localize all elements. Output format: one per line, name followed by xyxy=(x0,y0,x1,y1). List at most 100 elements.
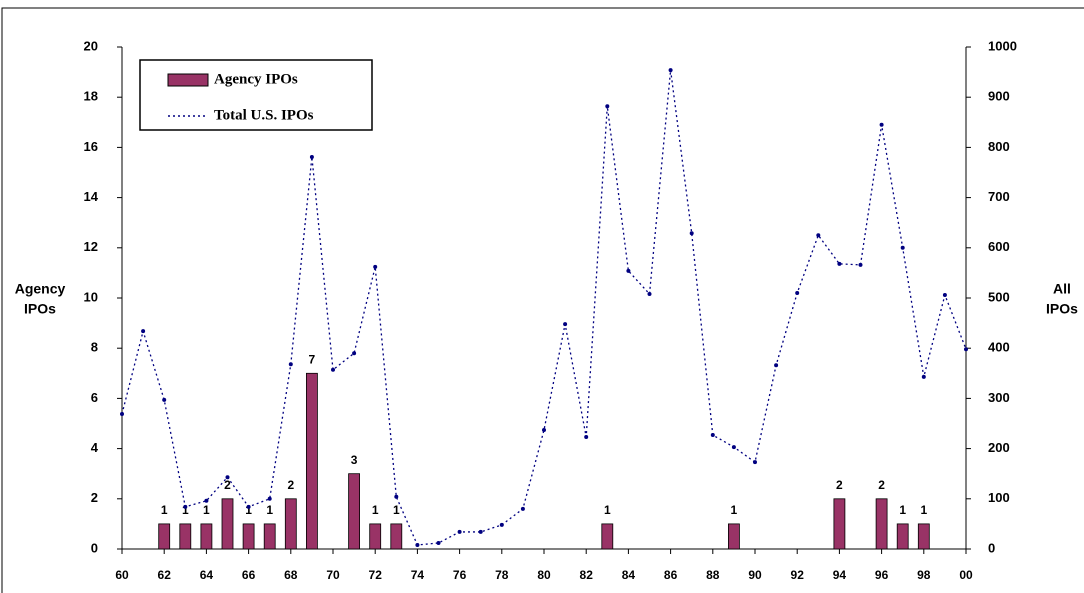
data-label: 2 xyxy=(224,478,231,492)
y2-tick-label: 500 xyxy=(988,289,1010,304)
point xyxy=(204,498,209,503)
point xyxy=(731,445,736,450)
y-tick-label: 8 xyxy=(91,340,98,355)
y2-tick-label: 900 xyxy=(988,89,1010,104)
x-tick-label: 90 xyxy=(748,568,762,582)
point xyxy=(584,435,589,440)
y2-tick-label: 0 xyxy=(988,540,995,555)
point xyxy=(647,291,652,296)
x-tick-label: 72 xyxy=(369,568,383,582)
bar xyxy=(179,523,192,550)
point xyxy=(352,351,357,356)
point xyxy=(520,506,525,511)
point xyxy=(753,460,757,465)
bar xyxy=(601,523,614,550)
y2-tick-label: 400 xyxy=(988,340,1010,355)
x-tick-label: 68 xyxy=(284,568,298,582)
x-tick-label: 98 xyxy=(917,568,931,582)
x-tick-label: 86 xyxy=(664,568,678,582)
bar xyxy=(348,473,361,550)
bar xyxy=(833,498,846,550)
point xyxy=(942,292,947,297)
data-label: 7 xyxy=(309,352,316,366)
y-tick-label: 14 xyxy=(84,189,99,204)
point xyxy=(795,290,800,295)
data-label: 2 xyxy=(836,478,843,492)
x-tick-label: 60 xyxy=(115,568,129,582)
y2-tick-label: 100 xyxy=(988,490,1010,505)
x-tick-label: 62 xyxy=(158,568,172,582)
frame xyxy=(1,7,1084,593)
data-label: 1 xyxy=(731,503,738,517)
point xyxy=(246,504,251,509)
point xyxy=(774,363,779,368)
y2-tick-label: 1000 xyxy=(988,38,1017,53)
point xyxy=(225,475,230,480)
y2-tick-label: 300 xyxy=(988,390,1010,405)
x-tick-label: 94 xyxy=(833,568,847,582)
bar xyxy=(158,523,171,550)
y-tick-label: 16 xyxy=(84,139,98,154)
point xyxy=(436,540,441,545)
point xyxy=(478,529,483,534)
point xyxy=(120,411,124,416)
y2-tick-label: 800 xyxy=(988,139,1010,154)
line xyxy=(121,70,967,546)
point xyxy=(626,268,631,273)
y2-axis-label: All xyxy=(1053,281,1071,297)
y-tick-label: 0 xyxy=(91,540,98,555)
legend-box xyxy=(139,59,373,131)
y-axis-label: IPOs xyxy=(24,301,56,317)
legend-label: Agency IPOs xyxy=(214,71,298,87)
x-tick-label: 76 xyxy=(453,568,467,582)
point xyxy=(837,261,842,266)
point xyxy=(710,433,715,438)
x-tick-label: 78 xyxy=(495,568,509,582)
point xyxy=(309,154,314,159)
point xyxy=(331,367,335,372)
point xyxy=(816,233,821,238)
legend-label: Total U.S. IPOs xyxy=(214,107,314,123)
bar xyxy=(284,498,297,550)
point xyxy=(668,68,673,73)
bar xyxy=(200,523,213,550)
x-tick-label: 92 xyxy=(791,568,805,582)
y-tick-label: 10 xyxy=(84,289,98,304)
x-tick-label: 80 xyxy=(537,568,551,582)
bar xyxy=(917,523,930,550)
y-tick-label: 18 xyxy=(84,89,98,104)
x-tick-label: 70 xyxy=(326,568,340,582)
data-label: 1 xyxy=(182,503,189,517)
y-tick-label: 4 xyxy=(91,440,99,455)
y2-axis-label: IPOs xyxy=(1046,301,1078,317)
x-tick-label: 64 xyxy=(200,568,214,582)
bar xyxy=(305,372,318,550)
x-tick-label: 88 xyxy=(706,568,720,582)
y-tick-label: 6 xyxy=(91,390,98,405)
point xyxy=(183,504,188,509)
y2-tick-label: 700 xyxy=(988,189,1010,204)
point xyxy=(542,428,546,433)
data-label: 1 xyxy=(245,503,252,517)
point xyxy=(964,347,968,352)
y2-tick-label: 200 xyxy=(988,440,1010,455)
x-tick-label: 74 xyxy=(411,568,425,582)
bar xyxy=(263,523,276,550)
point xyxy=(900,245,905,250)
point xyxy=(499,522,504,527)
point xyxy=(162,397,167,402)
point xyxy=(373,264,378,269)
point xyxy=(689,231,694,236)
point xyxy=(288,362,293,367)
bar xyxy=(221,498,234,550)
x-tick-label: 84 xyxy=(622,568,636,582)
data-label: 1 xyxy=(266,503,273,517)
bar xyxy=(369,523,382,550)
point xyxy=(267,496,272,501)
bar xyxy=(242,523,255,550)
point xyxy=(879,122,884,127)
data-label: 1 xyxy=(604,503,611,517)
bar xyxy=(875,498,888,550)
bar xyxy=(390,523,403,550)
